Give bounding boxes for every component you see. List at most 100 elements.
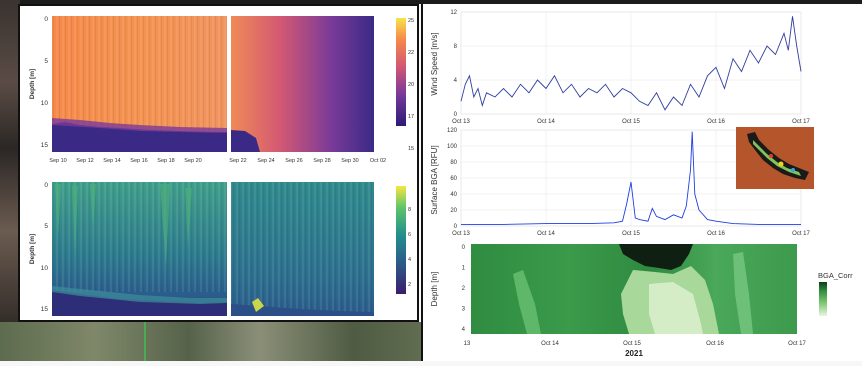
cbar-tick-17: 17 [408, 114, 414, 120]
surface-bloom-dark [619, 244, 693, 270]
bottom-transition [52, 286, 227, 304]
surface-bga-chart: Surface BGA [RFU] 0 20 40 60 80 100 120 Oct 13… [430, 127, 814, 237]
y-tick-0: 0 [44, 182, 48, 189]
temperature-colorbar: 25 22 20 17 15 [396, 18, 414, 152]
y-ticks: 0 4 8 12 [450, 10, 457, 118]
x-tick-label: Oct 14 [541, 341, 559, 347]
legend-title: BGA_Corr [818, 271, 853, 280]
temperature-heatmap [52, 16, 374, 152]
x-tick-label: Oct 14 [537, 119, 555, 125]
x-tick-label: Oct 15 [622, 119, 640, 125]
x-tick-label: Sep 18 [157, 158, 174, 164]
x-tick-label: Oct 14 [537, 231, 555, 237]
cbar-tick-4: 4 [408, 257, 411, 263]
aerial-photo [0, 322, 472, 361]
y-tick-15: 15 [41, 306, 49, 313]
y-ticks: 0 1 2 3 4 [462, 245, 466, 333]
surface-bloom-streaks [55, 184, 192, 266]
cbar-tick-6: 6 [408, 232, 411, 238]
y-tick-label: 3 [462, 307, 466, 313]
x-axis-label: 2021 [625, 349, 643, 358]
bga-depth-heatmap: Depth [m] 0 1 2 3 4 13 Oct 14 Oct 15 Oct 16 Oct … [430, 244, 806, 358]
y-tick-label: 1 [462, 266, 466, 272]
x-tick-label: Oct 17 [792, 119, 810, 125]
x-tick-label: Sep 20 [184, 158, 201, 164]
chlorophyll-colorbar: 8 6 4 2 [396, 186, 411, 294]
lake-outline [747, 132, 809, 180]
y-axis-label: Depth [m] [430, 272, 439, 307]
x-tick-label: Oct 13 [452, 119, 470, 125]
cbar-tick-8: 8 [408, 207, 411, 213]
y-tick-0: 0 [44, 16, 48, 23]
y-tick-label: 60 [450, 176, 457, 182]
x-tick-label: Oct 15 [622, 231, 640, 237]
x-tick-label: Oct 16 [707, 231, 725, 237]
chlorophyll-heatmap [52, 182, 374, 316]
heatmap-streaks [52, 16, 227, 136]
x-tick-label: Sep 10 [49, 158, 66, 164]
x-ticks: 13 Oct 14 Oct 15 Oct 16 Oct 17 [464, 341, 807, 347]
thermocline-band [52, 118, 227, 133]
y-tick-label: 120 [447, 128, 458, 134]
bottom-yellow-patch [252, 298, 264, 312]
heatmap-streaks [52, 182, 227, 292]
colorbar-ramp [396, 18, 406, 126]
lake-surface-values [753, 140, 801, 176]
x-ticks: Oct 13 Oct 14 Oct 15 Oct 16 Oct 17 [452, 231, 810, 237]
y-tick-label: 80 [450, 160, 457, 166]
y-tick-5: 5 [44, 223, 48, 230]
heatmap-streaks [231, 182, 374, 312]
x-tick-label: Oct 13 [452, 231, 470, 237]
background-strip [0, 0, 862, 4]
y-tick-label: 40 [450, 192, 457, 198]
y-tick-label: 0 [462, 245, 466, 251]
x-tick-label: Sep 14 [103, 158, 120, 164]
y-tick-label: 8 [454, 44, 458, 50]
y-tick-label: 100 [447, 144, 458, 150]
x-tick-label: Sep 24 [257, 158, 274, 164]
x-tick-label: Oct 17 [792, 231, 810, 237]
x-tick-label: Oct 16 [706, 341, 724, 347]
y-ticks: 0 20 40 60 80 100 120 [447, 128, 458, 230]
x-tick-label: 13 [464, 341, 471, 347]
gridlines [460, 11, 802, 115]
x-ticks: Oct 13 Oct 14 Oct 15 Oct 16 Oct 17 [452, 119, 810, 125]
deep-cold-layer [52, 122, 227, 152]
hotspot [791, 168, 795, 172]
right-figure-panel: Wind Speed [m/s] 0 4 8 12 Oct 13 Oct 14 Oct 1… [421, 4, 862, 361]
x-tick-label: Oct 16 [707, 119, 725, 125]
hotspot [778, 161, 784, 167]
x-tick-label: Oct 17 [788, 341, 806, 347]
cbar-tick-22: 22 [408, 50, 414, 56]
left-figure-panel: Depth [m] 0 5 10 15 Sep 10 Sep 12 Sep 14 Se… [18, 4, 419, 322]
y-axis-label: Wind Speed [m/s] [430, 32, 439, 95]
y-axis-label: Depth [m] [29, 234, 36, 264]
cbar-tick-20: 20 [408, 82, 414, 88]
deep-cold-layer-right [231, 130, 260, 152]
legend-ramp [819, 282, 827, 316]
x-tick-label: Sep 16 [130, 158, 147, 164]
y-tick-label: 4 [454, 78, 458, 84]
bloom-core-light [649, 282, 703, 334]
mid-right-light [733, 252, 753, 334]
x-tick-label: Sep 22 [229, 158, 246, 164]
wind-speed-series [460, 16, 802, 111]
mid-left-light [513, 270, 541, 334]
heatmap-right-block [231, 16, 374, 152]
left-figure-svg: Depth [m] 0 5 10 15 Sep 10 Sep 12 Sep 14 Se… [29, 16, 414, 316]
x-tick-label: Sep 30 [341, 158, 358, 164]
cbar-tick-15: 15 [408, 146, 414, 152]
temperature-yaxis: Depth [m] 0 5 10 15 [29, 16, 48, 149]
x-tick-label: Sep 28 [313, 158, 330, 164]
x-tick-label: Oct 15 [623, 341, 641, 347]
chlorophyll-yaxis: Depth [m] 0 5 10 15 [29, 182, 48, 313]
bottom-dense-layer-right [231, 304, 374, 316]
y-tick-label: 4 [462, 327, 466, 333]
y-tick-10: 10 [41, 100, 49, 107]
temperature-xaxis: Sep 10 Sep 12 Sep 14 Sep 16 Sep 18 Sep 20 Sep … [49, 158, 386, 164]
y-tick-label: 0 [454, 112, 458, 118]
hotspot [769, 154, 773, 158]
y-tick-15: 15 [41, 142, 49, 149]
